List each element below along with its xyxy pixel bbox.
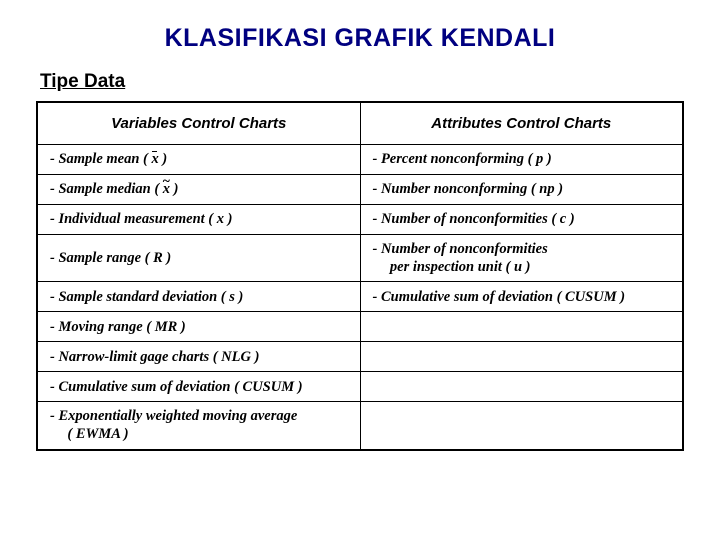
text: per inspection unit ( u ) (373, 258, 673, 276)
table-row: - Narrow-limit gage charts ( NLG ) (37, 342, 683, 372)
table-row: - Moving range ( MR ) (37, 312, 683, 342)
table-row: - Individual measurement ( x ) - Number … (37, 205, 683, 235)
xbar-symbol: x (152, 150, 159, 168)
slide: KLASIFIKASI GRAFIK KENDALI Tipe Data Var… (0, 0, 720, 471)
cell-empty (360, 402, 683, 450)
cell-percent-nonconforming: - Percent nonconforming ( p ) (360, 145, 683, 175)
cell-moving-range: - Moving range ( MR ) (37, 312, 360, 342)
text: - Exponentially weighted moving average (50, 408, 297, 424)
cell-sample-range: - Sample range ( R ) (37, 235, 360, 282)
page-title: KLASIFIKASI GRAFIK KENDALI (36, 24, 684, 53)
table-header-row: Variables Control Charts Attributes Cont… (37, 102, 683, 145)
cell-sample-median: - Sample median ( x~ ) (37, 175, 360, 205)
cell-narrow-limit: - Narrow-limit gage charts ( NLG ) (37, 342, 360, 372)
cell-sample-mean: - Sample mean ( x ) (37, 145, 360, 175)
col-header-attributes: Attributes Control Charts (360, 102, 683, 145)
text: ) (159, 151, 167, 167)
cell-cusum: - Cumulative sum of deviation ( CUSUM ) (360, 282, 683, 312)
cell-ewma: - Exponentially weighted moving average … (37, 402, 360, 450)
cell-individual-measurement: - Individual measurement ( x ) (37, 205, 360, 235)
cell-number-nonconformities: - Number of nonconformities ( c ) (360, 205, 683, 235)
text: - Sample median ( (50, 181, 163, 197)
col-header-variables: Variables Control Charts (37, 102, 360, 145)
table-row: - Sample range ( R ) - Number of nonconf… (37, 235, 683, 282)
table-row: - Cumulative sum of deviation ( CUSUM ) (37, 372, 683, 402)
table-row: - Exponentially weighted moving average … (37, 402, 683, 450)
cell-sample-std-dev: - Sample standard deviation ( s ) (37, 282, 360, 312)
cell-nonconformities-per-unit: - Number of nonconformities per inspecti… (360, 235, 683, 282)
cell-empty (360, 342, 683, 372)
cell-empty (360, 312, 683, 342)
text: - Number of nonconformities (373, 241, 548, 257)
cell-empty (360, 372, 683, 402)
table-row: - Sample standard deviation ( s ) - Cumu… (37, 282, 683, 312)
table-row: - Sample mean ( x ) - Percent nonconform… (37, 145, 683, 175)
text: - Sample mean ( (50, 151, 152, 167)
text: ) (170, 181, 178, 197)
section-subtitle: Tipe Data (40, 71, 684, 93)
xtilde-symbol: x~ (163, 180, 170, 198)
cell-cusum-left: - Cumulative sum of deviation ( CUSUM ) (37, 372, 360, 402)
cell-number-nonconforming: - Number nonconforming ( np ) (360, 175, 683, 205)
control-charts-table: Variables Control Charts Attributes Cont… (36, 101, 684, 451)
table-row: - Sample median ( x~ ) - Number nonconfo… (37, 175, 683, 205)
text: ( EWMA ) (50, 425, 350, 443)
